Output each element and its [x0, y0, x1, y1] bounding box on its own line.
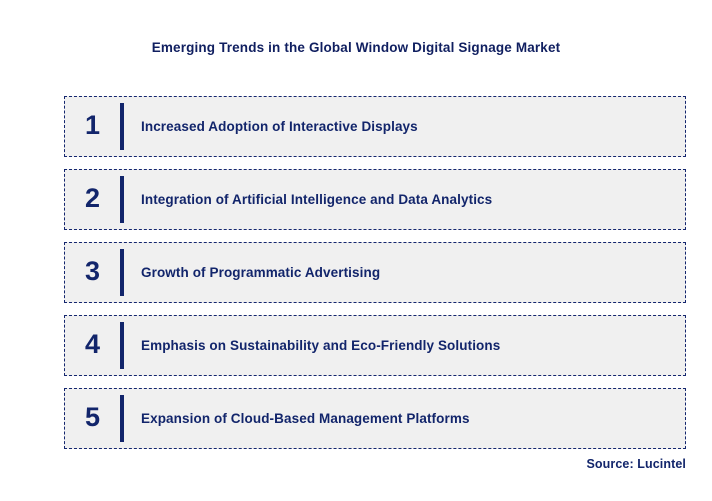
vertical-divider	[120, 322, 124, 369]
trend-label: Expansion of Cloud-Based Management Plat…	[141, 411, 470, 426]
trend-number: 3	[84, 256, 101, 286]
trend-list: 1 Increased Adoption of Interactive Disp…	[64, 96, 686, 449]
vertical-divider	[120, 103, 124, 150]
trend-number: 5	[84, 402, 101, 432]
list-item[interactable]: 5 Expansion of Cloud-Based Management Pl…	[64, 388, 686, 449]
vertical-divider	[120, 395, 124, 442]
trend-label: Integration of Artificial Intelligence a…	[141, 192, 493, 207]
trend-number: 1	[84, 110, 101, 140]
trend-label: Increased Adoption of Interactive Displa…	[141, 119, 418, 134]
list-item[interactable]: 2 Integration of Artificial Intelligence…	[64, 169, 686, 230]
list-item[interactable]: 3 Growth of Programmatic Advertising	[64, 242, 686, 303]
vertical-divider	[120, 176, 124, 223]
trend-number: 2	[84, 183, 101, 213]
source-attribution: Source: Lucintel	[586, 457, 686, 471]
page-title: Emerging Trends in the Global Window Dig…	[151, 40, 561, 55]
trend-label: Growth of Programmatic Advertising	[141, 265, 381, 280]
list-item[interactable]: 1 Increased Adoption of Interactive Disp…	[64, 96, 686, 157]
trend-number: 4	[84, 329, 101, 359]
list-item[interactable]: 4 Emphasis on Sustainability and Eco-Fri…	[64, 315, 686, 376]
trend-label: Emphasis on Sustainability and Eco-Frien…	[141, 338, 501, 353]
vertical-divider	[120, 249, 124, 296]
